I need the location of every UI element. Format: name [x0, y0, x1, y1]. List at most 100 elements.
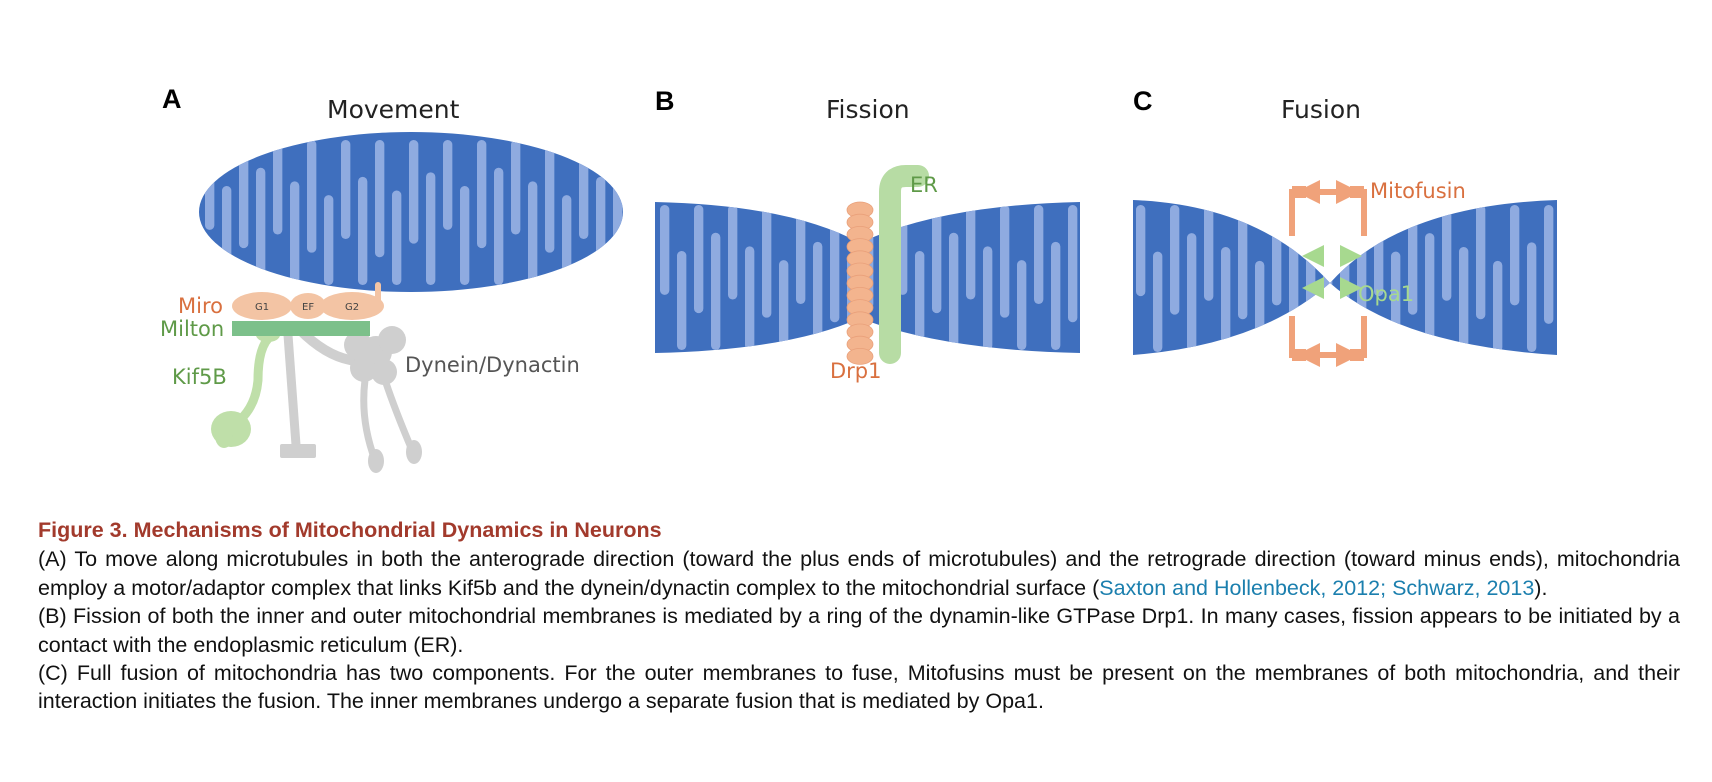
dynein-dynactin-complex — [295, 325, 422, 473]
crista — [324, 195, 334, 285]
crista — [1306, 205, 1316, 324]
crista — [932, 205, 942, 314]
crista — [1068, 205, 1078, 323]
opa1-label: Opa1 — [1358, 282, 1414, 306]
caption-a-text: (A) To move along microtubules in both t… — [38, 547, 1680, 600]
crista — [677, 250, 687, 350]
crista — [375, 140, 385, 258]
panel-a-letter: A — [162, 84, 182, 114]
crista — [728, 205, 738, 300]
crista — [579, 140, 589, 240]
crista — [528, 181, 538, 285]
crista — [222, 185, 232, 285]
drp1-label: Drp1 — [830, 359, 882, 383]
panel-c: C Fusion Mitofusin — [1133, 86, 1557, 367]
mitofusin-top — [1289, 180, 1367, 236]
crista — [1136, 205, 1146, 297]
panel-a-title: Movement — [327, 95, 460, 124]
crista — [596, 176, 606, 285]
crista — [1255, 260, 1265, 352]
crista — [779, 260, 789, 350]
crista — [1153, 251, 1163, 352]
er-label: ER — [910, 173, 938, 197]
crista — [1544, 205, 1554, 324]
caption-panel-c: (C) Full fusion of mitochondria has two … — [38, 661, 1680, 714]
caption-a-end: ). — [1534, 575, 1548, 600]
miro-label: Miro — [178, 294, 223, 318]
crista — [511, 140, 521, 235]
milton-label: Milton — [160, 317, 224, 341]
crista — [762, 205, 772, 318]
kif5b-motor — [211, 328, 280, 448]
caption-panel-a: (A) To move along microtubules in both t… — [38, 545, 1680, 602]
panel-b: B Fission ER Drp1 — [655, 86, 1080, 383]
crista — [983, 246, 993, 350]
crista — [1442, 205, 1452, 301]
crista — [1510, 205, 1520, 306]
crista — [1051, 241, 1061, 350]
dynein-dynactin-label: Dynein/Dynactin — [405, 353, 580, 377]
panel-c-title: Fusion — [1281, 95, 1361, 124]
crista — [341, 140, 351, 240]
figure-illustration: A Movement — [160, 84, 1557, 473]
miro-protein: G1 EF G2 — [232, 282, 384, 320]
crista — [660, 205, 670, 295]
caption-panel-b: (B) Fission of both the inner and outer … — [38, 604, 1680, 657]
mitochondrion-a — [199, 132, 623, 292]
er-tubule — [879, 165, 929, 364]
miro-domain-ef: EF — [302, 302, 314, 313]
crista — [694, 205, 704, 314]
opa1-proteins — [1302, 245, 1362, 299]
crista — [1221, 247, 1231, 352]
mitofusin-label: Mitofusin — [1370, 179, 1466, 203]
crista — [562, 195, 572, 285]
miro-domain-g1: G1 — [255, 302, 269, 313]
figure-caption: Figure 3. Mechanisms of Mitochondrial Dy… — [38, 516, 1680, 716]
fusing-mitochondria — [1133, 200, 1557, 355]
crista — [915, 250, 925, 350]
crista — [239, 140, 249, 249]
drp1-subunit — [846, 347, 874, 365]
crista — [1527, 242, 1537, 352]
crista — [426, 172, 436, 285]
crista — [796, 205, 806, 305]
crista — [460, 185, 470, 285]
crista — [1238, 205, 1248, 320]
drp1-ring — [846, 201, 874, 365]
crista — [1459, 247, 1469, 352]
crista — [392, 190, 402, 285]
crista — [830, 205, 840, 323]
crista — [1187, 233, 1197, 352]
crista — [307, 140, 317, 253]
reference-link[interactable]: Saxton and Hollenbeck, 2012; Schwarz, 20… — [1099, 575, 1535, 600]
crista — [966, 205, 976, 300]
crista — [290, 181, 300, 285]
crista — [949, 232, 959, 350]
crista — [1204, 205, 1214, 301]
crista — [1272, 205, 1282, 306]
crista — [409, 140, 419, 244]
mitofusin-bottom — [1289, 316, 1367, 367]
crista — [1000, 205, 1010, 318]
panel-a: A Movement — [160, 84, 623, 473]
crista — [256, 167, 266, 285]
crista — [711, 232, 721, 350]
crista — [494, 167, 504, 285]
miro-domain-g2: G2 — [345, 302, 359, 313]
crista — [1170, 205, 1180, 315]
milton-bar — [232, 321, 370, 336]
crista — [545, 140, 555, 253]
crista — [443, 140, 453, 230]
crista — [613, 140, 623, 258]
crista — [1425, 233, 1435, 352]
caption-title: Figure 3. Mechanisms of Mitochondrial Dy… — [38, 518, 662, 542]
crista — [1017, 260, 1027, 350]
crista — [1476, 205, 1486, 320]
dynactin-arm — [280, 330, 316, 458]
crista — [205, 140, 215, 230]
panel-c-letter: C — [1133, 86, 1153, 116]
crista — [1323, 256, 1333, 352]
crista — [1493, 260, 1503, 352]
panel-b-title: Fission — [826, 95, 910, 124]
crista — [477, 140, 487, 249]
